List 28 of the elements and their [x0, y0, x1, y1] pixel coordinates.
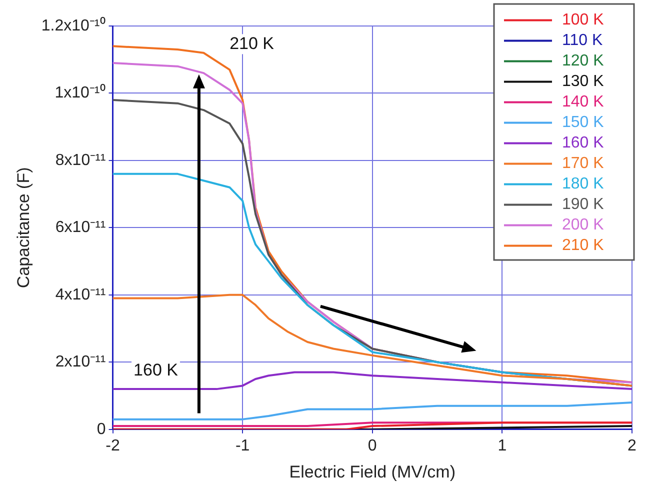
- legend-label: 210 K: [562, 237, 604, 254]
- legend-label: 140 K: [562, 94, 604, 111]
- x-tick-label: 0: [368, 437, 377, 454]
- annotation: 210 K: [230, 34, 275, 53]
- y-tick-label: 4x10⁻¹¹: [55, 286, 106, 304]
- legend-label: 200 K: [562, 216, 604, 234]
- legend-label: 100 K: [562, 12, 604, 29]
- y-tick-label: 1x10⁻¹⁰: [54, 84, 106, 102]
- legend-label: 190 K: [562, 196, 604, 214]
- y-tick-label: 6x10⁻¹¹: [55, 219, 106, 236]
- y-tick-label: 1.2x10⁻¹⁰: [41, 16, 106, 34]
- x-axis-title: Electric Field (MV/cm): [289, 462, 456, 482]
- legend-label: 180 K: [562, 176, 604, 193]
- x-tick-label: -1: [235, 437, 250, 454]
- legend-label: 130 K: [562, 73, 604, 90]
- x-tick-label: 2: [628, 437, 637, 454]
- legend-label: 110 K: [562, 32, 603, 50]
- legend-label: 150 K: [562, 114, 604, 132]
- y-tick-label: 0: [96, 420, 106, 438]
- y-tick-label: 8x10⁻¹¹: [55, 152, 106, 169]
- x-tick-label: 1: [498, 437, 507, 454]
- x-tick-label: -2: [106, 437, 120, 454]
- annotation: 160 K: [134, 360, 179, 380]
- legend-label: 120 K: [562, 52, 604, 70]
- y-axis-title: Capacitance (F): [14, 167, 33, 288]
- legend-label: 170 K: [562, 155, 604, 172]
- y-tick-label: 2x10⁻¹¹: [55, 354, 106, 371]
- legend-label: 160 K: [562, 134, 604, 152]
